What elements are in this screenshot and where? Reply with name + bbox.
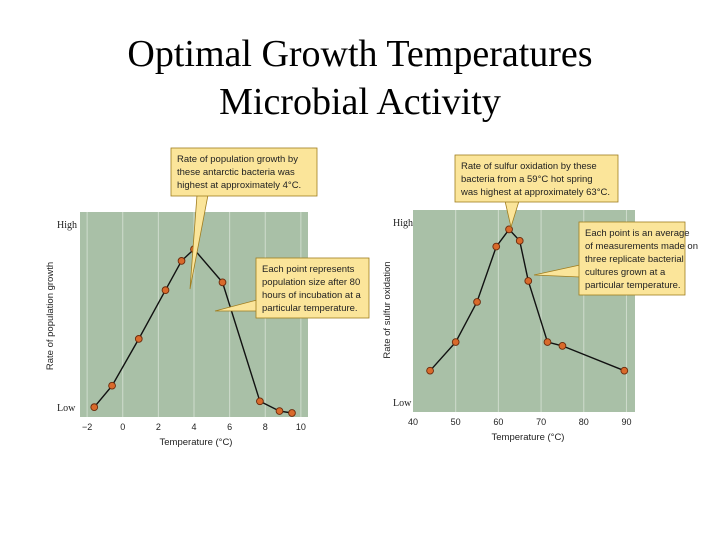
right-point-callout-line: of measurements made on bbox=[585, 241, 698, 252]
data-point bbox=[492, 242, 501, 251]
right-point-callout-line: particular temperature. bbox=[585, 280, 681, 291]
x-tick-label: 8 bbox=[263, 422, 268, 432]
data-point bbox=[90, 403, 99, 412]
x-tick-label: 0 bbox=[120, 422, 125, 432]
left-y-low-label: Low bbox=[57, 403, 76, 414]
left-peak-callout-line: Rate of population growth by bbox=[177, 154, 298, 165]
data-point bbox=[515, 236, 524, 245]
left-point-callout-box bbox=[255, 257, 370, 319]
right-y-axis-title: Rate of sulfur oxidation bbox=[382, 261, 393, 358]
x-tick-label: 80 bbox=[579, 417, 589, 427]
slide-title: Optimal Growth Temperatures Microbial Ac… bbox=[0, 30, 720, 126]
data-point bbox=[473, 298, 481, 306]
x-tick-label: 90 bbox=[621, 417, 631, 427]
right-peak-callout: Rate of sulfur oxidation by these bacter… bbox=[454, 154, 619, 229]
right-point-callout: Each point is an average of measurements… bbox=[533, 221, 698, 296]
right-y-low-label: Low bbox=[393, 398, 412, 409]
left-point-callout: Each point represents population size af… bbox=[214, 257, 370, 319]
right-point-callout-line: three replicate bacterial bbox=[585, 254, 684, 265]
right-point-callout-line: cultures grown at a bbox=[585, 267, 666, 278]
data-point bbox=[426, 366, 434, 375]
x-tick-label: 6 bbox=[227, 422, 232, 432]
left-x-axis-title: Temperature (°C) bbox=[160, 437, 233, 448]
right-point-callout-box bbox=[578, 221, 686, 296]
left-point-callout-line: population size after 80 bbox=[262, 277, 360, 288]
data-point bbox=[275, 407, 284, 415]
left-series-line bbox=[93, 248, 293, 414]
chart-hot-spring-sulfur: 40 50 60 70 80 90 High Low Temperature (°C) R… bbox=[382, 154, 698, 443]
x-tick-label: 4 bbox=[191, 422, 196, 432]
right-x-ticks: 40 50 60 70 80 90 bbox=[408, 417, 631, 427]
data-point bbox=[543, 338, 552, 346]
data-point bbox=[161, 286, 170, 295]
data-point bbox=[108, 381, 116, 390]
left-y-axis-title: Rate of population growth bbox=[45, 262, 56, 370]
data-point bbox=[288, 409, 296, 417]
right-series-line bbox=[429, 228, 625, 372]
data-point bbox=[451, 338, 460, 346]
left-peak-callout-line: these antarctic bacteria was bbox=[177, 167, 295, 178]
data-point bbox=[524, 277, 533, 285]
x-tick-label: 50 bbox=[451, 417, 461, 427]
slide-title-line2: Microbial Activity bbox=[219, 81, 501, 123]
data-point bbox=[620, 366, 629, 375]
right-x-axis-title: Temperature (°C) bbox=[492, 432, 565, 443]
right-y-high-label: High bbox=[393, 218, 413, 229]
left-point-callout-line: Each point represents bbox=[262, 264, 355, 275]
data-point bbox=[218, 278, 227, 287]
x-tick-label: 70 bbox=[536, 417, 546, 427]
data-point bbox=[134, 335, 143, 343]
x-tick-label: 10 bbox=[296, 422, 306, 432]
right-peak-callout-line: was highest at approximately 63°C. bbox=[460, 187, 610, 198]
left-peak-callout-line: highest at approximately 4°C. bbox=[177, 180, 301, 191]
right-point-callout-line: Each point is an average bbox=[585, 228, 690, 239]
chart-antarctic-growth: −2 0 2 4 6 8 10 High Low Temperature (°C) Rate… bbox=[45, 147, 370, 448]
left-peak-callout-box bbox=[170, 147, 318, 197]
x-tick-label: −2 bbox=[82, 422, 92, 432]
left-grid bbox=[86, 212, 302, 417]
x-tick-label: 60 bbox=[493, 417, 503, 427]
data-point bbox=[256, 397, 264, 406]
slide-title-line1: Optimal Growth Temperatures bbox=[127, 33, 593, 75]
right-peak-callout-box bbox=[454, 154, 619, 203]
x-tick-label: 40 bbox=[408, 417, 418, 427]
right-peak-callout-line: bacteria from a 59°C hot spring bbox=[461, 174, 593, 185]
data-point bbox=[558, 342, 567, 350]
right-peak-callout-line: Rate of sulfur oxidation by these bbox=[461, 161, 597, 172]
left-x-ticks: −2 0 2 4 6 8 10 bbox=[82, 422, 306, 432]
left-point-callout-line: hours of incubation at a bbox=[262, 290, 361, 301]
data-point bbox=[177, 257, 186, 265]
left-peak-callout: Rate of population growth by these antar… bbox=[170, 147, 318, 290]
x-tick-label: 2 bbox=[156, 422, 161, 432]
data-point bbox=[505, 225, 513, 234]
left-points bbox=[90, 245, 296, 417]
left-y-high-label: High bbox=[57, 220, 77, 231]
left-point-callout-line: particular temperature. bbox=[262, 303, 358, 314]
